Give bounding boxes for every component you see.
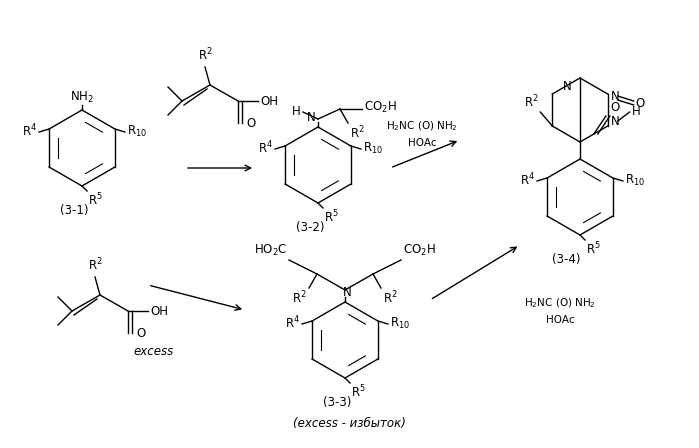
Text: O: O bbox=[635, 96, 645, 109]
Text: R$_{10}$: R$_{10}$ bbox=[625, 172, 645, 188]
Text: R$_{10}$: R$_{10}$ bbox=[390, 315, 410, 331]
Text: H: H bbox=[292, 104, 301, 117]
Text: R$^2$: R$^2$ bbox=[292, 290, 307, 306]
Text: H: H bbox=[632, 104, 640, 117]
Text: CO$_2$H: CO$_2$H bbox=[364, 99, 397, 115]
Text: N: N bbox=[343, 285, 352, 298]
Text: R$_{10}$: R$_{10}$ bbox=[127, 124, 147, 138]
Text: R$^2$: R$^2$ bbox=[524, 93, 538, 110]
Text: R$^4$: R$^4$ bbox=[285, 314, 300, 332]
Text: R$^2$: R$^2$ bbox=[350, 125, 365, 142]
Text: R$^2$: R$^2$ bbox=[383, 290, 398, 306]
Text: H$_2$NC (O) NH$_2$: H$_2$NC (O) NH$_2$ bbox=[524, 297, 596, 310]
Text: NH$_2$: NH$_2$ bbox=[70, 90, 94, 105]
Text: R$^4$: R$^4$ bbox=[520, 172, 535, 188]
Text: HOAc: HOAc bbox=[408, 138, 436, 148]
Text: R$^4$: R$^4$ bbox=[22, 123, 37, 139]
Text: R$^4$: R$^4$ bbox=[258, 140, 273, 156]
Text: N: N bbox=[308, 111, 316, 124]
Text: N: N bbox=[611, 115, 619, 128]
Text: R$^5$: R$^5$ bbox=[351, 384, 366, 401]
Text: excess: excess bbox=[133, 345, 173, 358]
Text: (excess - избыток): (excess - избыток) bbox=[293, 417, 405, 430]
Text: R$^2$: R$^2$ bbox=[87, 256, 102, 273]
Text: CO$_2$H: CO$_2$H bbox=[403, 243, 435, 258]
Text: N: N bbox=[563, 80, 572, 93]
Text: N: N bbox=[611, 90, 619, 103]
Text: R$^5$: R$^5$ bbox=[586, 241, 600, 258]
Text: (3-3): (3-3) bbox=[323, 396, 352, 409]
Text: OH: OH bbox=[150, 305, 168, 318]
Text: OH: OH bbox=[260, 95, 278, 108]
Text: R$_{10}$: R$_{10}$ bbox=[363, 141, 383, 155]
Text: R$^5$: R$^5$ bbox=[324, 209, 339, 226]
Text: R$^2$: R$^2$ bbox=[198, 47, 212, 63]
Text: HOAc: HOAc bbox=[546, 315, 575, 325]
Text: O: O bbox=[611, 101, 620, 114]
Text: (3-2): (3-2) bbox=[296, 221, 324, 234]
Text: (3-1): (3-1) bbox=[60, 204, 89, 217]
Text: (3-4): (3-4) bbox=[552, 253, 580, 266]
Text: O: O bbox=[246, 116, 255, 129]
Text: HO$_2$C: HO$_2$C bbox=[254, 243, 287, 258]
Text: R$^5$: R$^5$ bbox=[88, 192, 103, 209]
Text: O: O bbox=[136, 327, 145, 340]
Text: H$_2$NC (O) NH$_2$: H$_2$NC (O) NH$_2$ bbox=[386, 120, 458, 133]
